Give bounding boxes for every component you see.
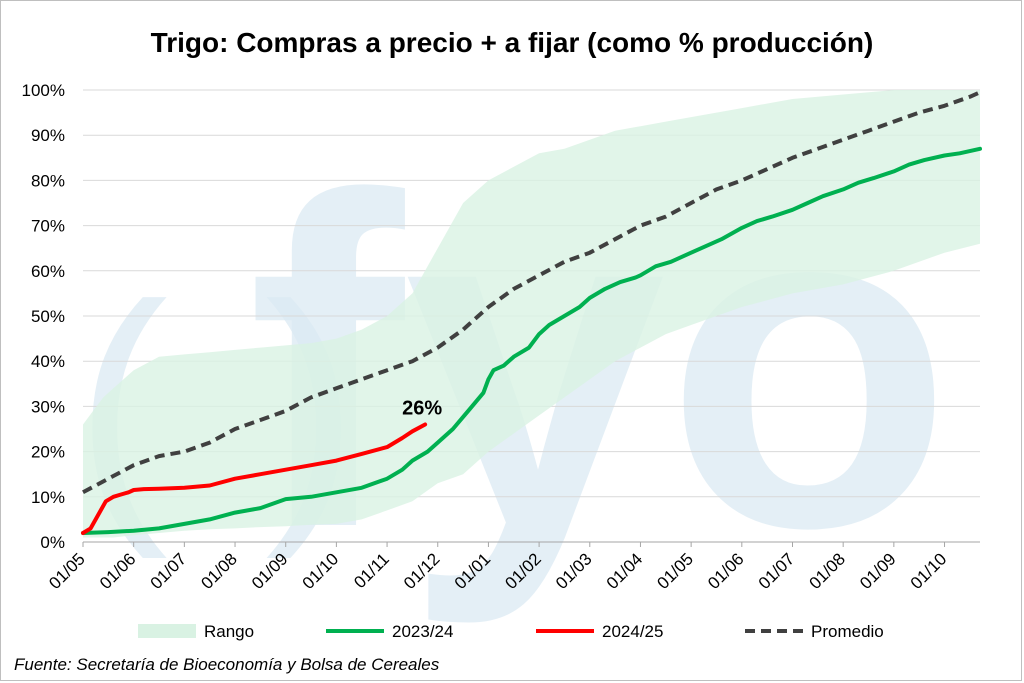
legend-label-promedio: Promedio: [811, 622, 884, 641]
chart-title: Trigo: Compras a precio + a fijar (como …: [151, 27, 874, 58]
y-tick-label: 90%: [31, 126, 65, 145]
legend-label-2023-24: 2023/24: [392, 622, 453, 641]
series-line-promedio: [82, 90, 981, 495]
y-tick-label: 50%: [31, 307, 65, 326]
y-tick-label: 100%: [22, 81, 65, 100]
legend-label-rango: Rango: [204, 622, 254, 641]
source-note: Fuente: Secretaría de Bioeconomía y Bols…: [14, 655, 440, 674]
range-band: [83, 90, 980, 538]
y-axis-ticks: 0% 10% 20% 30% 40% 50% 60% 70% 80% 90% 100%: [22, 81, 65, 552]
y-tick-label: 30%: [31, 397, 65, 416]
legend-label-2024-25: 2024/25: [602, 622, 663, 641]
y-tick-label: 70%: [31, 217, 65, 236]
y-tick-label: 80%: [31, 171, 65, 190]
y-tick-label: 0%: [40, 533, 65, 552]
legend-swatch-rango: [138, 624, 196, 638]
legend: Rango 2023/24 2024/25 Promedio: [138, 622, 884, 641]
x-tick-label: 01/08: [197, 549, 241, 593]
y-tick-label: 20%: [31, 443, 65, 462]
y-tick-label: 60%: [31, 262, 65, 281]
series-line-2024-25: [81, 422, 428, 535]
range-area: [83, 90, 980, 538]
series-lines: [81, 90, 982, 535]
annotation-last-value: 26%: [402, 398, 442, 420]
series-line-2023-24: [81, 146, 982, 535]
y-tick-label: 40%: [31, 352, 65, 371]
y-tick-label: 10%: [31, 488, 65, 507]
